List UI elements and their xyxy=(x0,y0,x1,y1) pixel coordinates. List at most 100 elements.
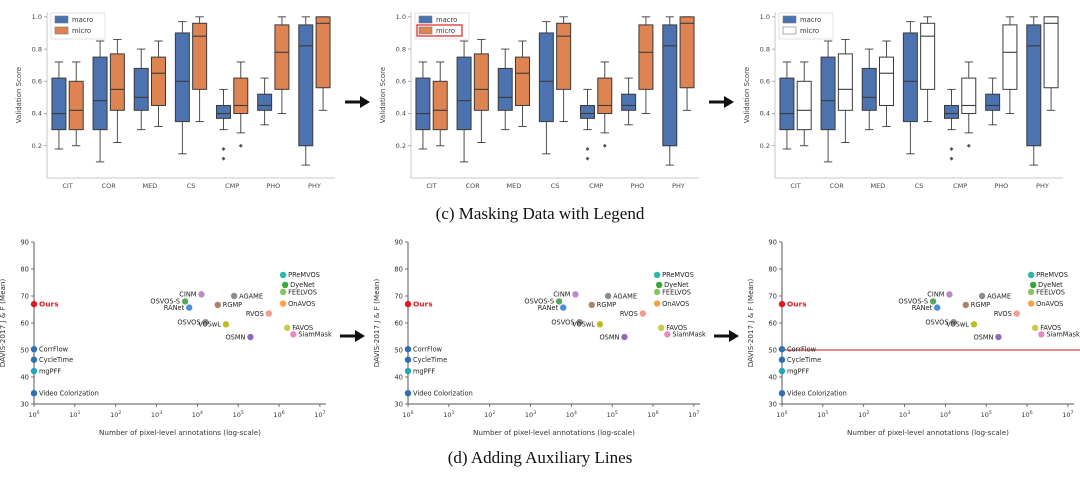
scatter-panel-auxiliary-line: 30 40 50 60 70 80 90 100 101 102 103 104 105 106 107 Nu… xyxy=(744,232,1080,440)
boxplot-panel-legend-highlighted: 0.2 0.4 0.6 0.8 1.0 Validation Score CIT COR MED… xyxy=(375,4,705,200)
svg-text:107: 107 xyxy=(314,410,325,419)
scatter-row: 30 40 50 60 70 80 90 100 101 102 103 104 105 106 107 Nu… xyxy=(0,232,1080,440)
box-glyph-micro-PHO xyxy=(274,16,290,114)
scatter-point-rgmp: RGMP xyxy=(214,301,242,309)
svg-text:FEELVOS: FEELVOS xyxy=(288,288,317,296)
svg-text:RVOS: RVOS xyxy=(994,310,1012,318)
svg-text:VOSwL: VOSwL xyxy=(946,321,969,329)
svg-text:Validation Score: Validation Score xyxy=(743,67,751,123)
svg-text:CS: CS xyxy=(551,182,560,190)
svg-text:PHY: PHY xyxy=(308,182,321,190)
box-glyph-micro-PHY xyxy=(315,16,331,111)
boxplot-panel-original: 0.2 0.4 0.6 0.8 1.0 Validation Score CIT COR MED… xyxy=(11,4,341,200)
box-glyph-macro-CMP xyxy=(216,88,231,161)
scatter-point-video-colorization: Video Colorization xyxy=(778,390,847,398)
svg-text:102: 102 xyxy=(484,410,495,419)
arrow-right-icon xyxy=(708,95,736,109)
svg-text:CIT: CIT xyxy=(426,182,436,190)
svg-text:0.6: 0.6 xyxy=(760,78,770,86)
scatter-point-favos: FAVOS xyxy=(284,324,313,332)
svg-text:FAVOS: FAVOS xyxy=(292,324,313,332)
svg-text:CycleTime: CycleTime xyxy=(413,356,447,364)
scatter-point-rgmp: RGMP xyxy=(962,301,990,309)
scatter-point-ranet: RANet xyxy=(912,304,941,312)
svg-text:CIT: CIT xyxy=(790,182,800,190)
svg-text:101: 101 xyxy=(817,410,828,419)
paper-figure: 0.2 0.4 0.6 0.8 1.0 Validation Score CIT COR MED… xyxy=(0,4,1080,467)
scatter-point-osmn: OSMN xyxy=(973,333,1002,341)
svg-text:CorrFlow: CorrFlow xyxy=(413,345,443,353)
box-glyph-macro-PHO xyxy=(257,77,273,126)
box-glyph-macro-COR xyxy=(820,40,836,163)
legend-item-macro: macro xyxy=(54,15,93,24)
scatter-point-siammask: SiamMask xyxy=(290,331,332,339)
legend-item-micro: micro xyxy=(54,26,91,35)
svg-text:Video Colorization: Video Colorization xyxy=(413,390,473,398)
svg-text:FAVOS: FAVOS xyxy=(666,324,687,332)
scatter-middle: 30 40 50 60 70 80 90 100 101 102 103 104 105 106 107 Nu… xyxy=(372,238,706,437)
svg-text:106: 106 xyxy=(647,410,658,419)
scatter-point-osmn: OSMN xyxy=(599,333,628,341)
svg-text:60: 60 xyxy=(394,319,403,327)
svg-text:AGAME: AGAME xyxy=(239,292,263,300)
svg-text:70: 70 xyxy=(394,292,403,300)
svg-text:mgPFF: mgPFF xyxy=(39,367,61,375)
svg-text:OSMN: OSMN xyxy=(225,333,245,341)
box-glyph-macro-MED xyxy=(133,48,149,131)
svg-text:CMP: CMP xyxy=(589,182,603,190)
svg-text:101: 101 xyxy=(443,410,454,419)
svg-text:OnAVOS: OnAVOS xyxy=(1036,300,1063,308)
svg-text:CycleTime: CycleTime xyxy=(39,356,73,364)
svg-text:macro: macro xyxy=(72,16,93,24)
svg-text:0.4: 0.4 xyxy=(760,110,770,118)
svg-text:CorrFlow: CorrFlow xyxy=(39,345,69,353)
box-glyph-micro-CIT xyxy=(796,61,812,147)
svg-text:30: 30 xyxy=(20,400,29,408)
arrow-right-icon xyxy=(713,329,741,343)
svg-text:107: 107 xyxy=(1062,410,1073,419)
box-glyph-micro-COR xyxy=(837,38,853,143)
svg-text:OSVOS-S: OSVOS-S xyxy=(898,298,928,306)
svg-text:DyeNet: DyeNet xyxy=(290,281,315,289)
svg-text:50: 50 xyxy=(768,346,777,354)
svg-text:0.8: 0.8 xyxy=(32,45,42,53)
box-glyph-micro-CIT xyxy=(68,61,84,147)
arrow-right-icon xyxy=(345,96,370,108)
svg-text:105: 105 xyxy=(607,410,618,419)
svg-text:40: 40 xyxy=(394,373,403,381)
svg-text:AGAME: AGAME xyxy=(613,292,637,300)
svg-text:micro: micro xyxy=(72,27,91,35)
scatter-point-favos: FAVOS xyxy=(1032,324,1061,332)
svg-text:OSVOS: OSVOS xyxy=(551,318,574,326)
scatter-point-osmn: OSMN xyxy=(225,333,254,341)
scatter-point-siammask: SiamMask xyxy=(664,331,706,339)
svg-text:DyeNet: DyeNet xyxy=(664,281,689,289)
svg-text:CorrFlow: CorrFlow xyxy=(787,345,817,353)
svg-text:CIT: CIT xyxy=(62,182,72,190)
scatter-point-feelvos: FEELVOS xyxy=(1027,288,1065,296)
svg-text:RGMP: RGMP xyxy=(971,301,990,309)
svg-text:RANet: RANet xyxy=(538,304,559,312)
scatter-point-osvos-s: OSVOS-S xyxy=(898,298,937,306)
box-glyph-micro-CMP xyxy=(961,61,977,148)
svg-text:Ours: Ours xyxy=(413,299,433,308)
scatter-point-dyenet: DyeNet xyxy=(1029,281,1063,289)
svg-text:macro: macro xyxy=(436,16,457,24)
svg-text:SiamMask: SiamMask xyxy=(298,331,332,339)
scatter-original: 30 40 50 60 70 80 90 100 101 102 103 104 105 106 107 Nu… xyxy=(0,238,332,437)
svg-text:AGAME: AGAME xyxy=(987,292,1011,300)
scatter-point-onavos: OnAVOS xyxy=(1027,300,1063,308)
svg-text:mgPFF: mgPFF xyxy=(787,367,809,375)
scatter-point-cycletime: CycleTime xyxy=(30,356,73,364)
box-glyph-micro-CMP xyxy=(597,61,613,148)
box-glyph-micro-PHO xyxy=(1002,16,1018,114)
svg-text:MED: MED xyxy=(506,182,521,190)
scatter-point-voswl: VOSwL xyxy=(198,321,230,329)
svg-text:40: 40 xyxy=(768,373,777,381)
arrow-right-icon xyxy=(714,330,739,342)
boxplot-micro-masked: 0.2 0.4 0.6 0.8 1.0 Validation Score CIT COR MED… xyxy=(743,12,1063,190)
box-glyph-macro-CIT xyxy=(415,61,431,150)
svg-text:106: 106 xyxy=(1021,410,1032,419)
scatter-point-agame: AGAME xyxy=(978,292,1011,300)
arrow-right-icon xyxy=(340,330,365,342)
